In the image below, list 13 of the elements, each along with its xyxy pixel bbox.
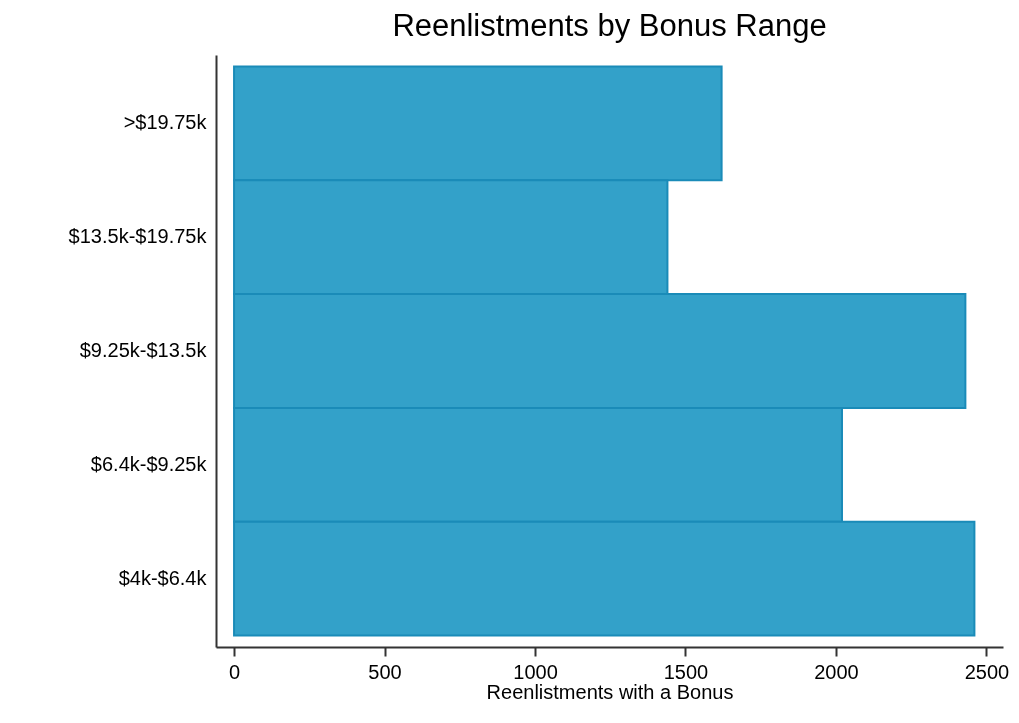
x-tick-label: 1500 xyxy=(663,660,709,683)
y-tick-label: $6.4k-$9.25k xyxy=(90,452,208,475)
x-tick-label: 2500 xyxy=(964,660,1010,683)
y-tick-label: >$19.75k xyxy=(123,111,208,134)
x-tick-label: 500 xyxy=(368,660,402,683)
x-axis-title: Reenlistments with a Bonus xyxy=(486,680,734,703)
y-tick-label: $4k-$6.4k xyxy=(118,566,208,589)
x-tick-label: 2000 xyxy=(814,660,859,683)
x-tick-label: 0 xyxy=(228,660,241,683)
chart-title: Reenlistments by Bonus Range xyxy=(392,8,827,43)
x-tick-label: 1000 xyxy=(513,660,558,683)
y-tick-label: $13.5k-$19.75k xyxy=(68,225,208,248)
y-tick-label: $9.25k-$13.5k xyxy=(79,339,208,361)
